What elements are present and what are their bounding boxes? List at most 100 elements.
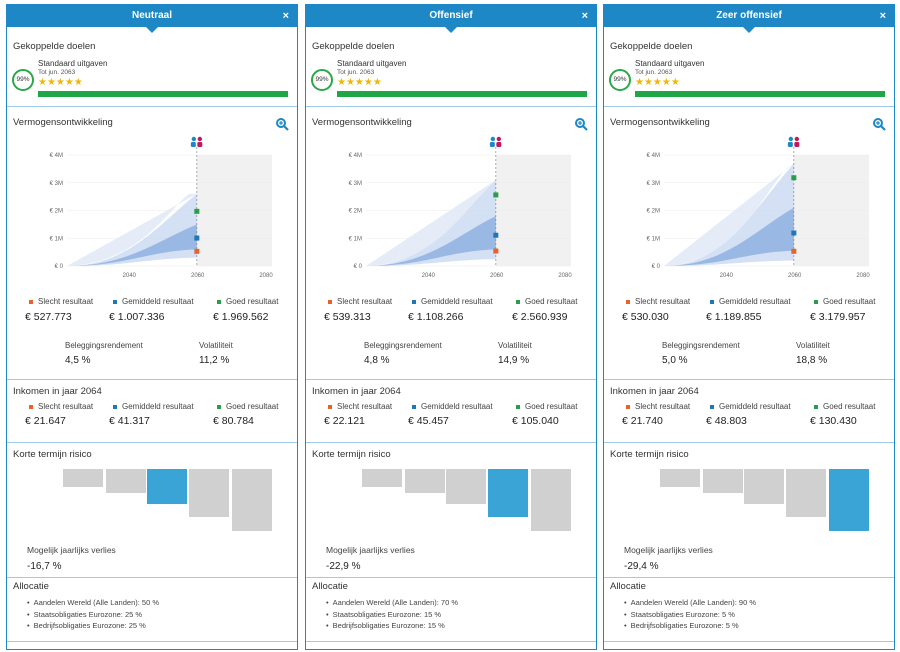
goal-date: Tot jun. 2063 (337, 69, 375, 76)
zoom-icon[interactable] (574, 117, 588, 131)
legend-avg: Gemiddeld resultaat (412, 297, 493, 306)
marker-bad (791, 248, 797, 254)
legend-dot (328, 404, 332, 409)
scenario-header[interactable]: Offensief × (306, 5, 596, 33)
risk-bar (660, 469, 700, 487)
goals-title: Gekoppelde doelen (13, 41, 96, 52)
people-icon (489, 136, 502, 147)
legend-dot (217, 299, 221, 304)
legend-label: Slecht resultaat (38, 402, 94, 411)
scenario-header[interactable]: Neutraal × (7, 5, 297, 33)
legend-good: Goed resultaat (217, 297, 278, 306)
header-pointer (146, 27, 158, 33)
risk-title: Korte termijn risico (610, 449, 689, 460)
scenario-title: Zeer offensief (716, 10, 782, 21)
y-tick-label: € 2M (647, 209, 660, 215)
legend-label: Goed resultaat (525, 297, 578, 306)
legend-dot (814, 404, 818, 409)
zoom-icon[interactable] (275, 117, 289, 131)
volatility-label: Volatiliteit (199, 341, 233, 350)
allocation-list: Aandelen Wereld (Alle Landen): 50 %Staat… (27, 597, 159, 632)
x-tick-label: 2060 (490, 273, 504, 279)
marker-good (791, 175, 797, 181)
income-value-good: € 130.430 (810, 415, 857, 427)
section-divider (604, 641, 894, 642)
allocation-item: Staatsobligaties Eurozone: 5 % (624, 609, 756, 621)
wealth-chart-svg: € 4M € 3M € 2M € 1M € 0 2040 2060 2080 (349, 136, 572, 279)
allocation-title: Allocatie (610, 581, 646, 592)
allocation-item: Bedrijfsobligaties Eurozone: 15 % (326, 620, 458, 632)
scenario-header[interactable]: Zeer offensief × (604, 5, 894, 33)
risk-bar (189, 469, 229, 517)
income-value-avg: € 41.317 (109, 415, 150, 427)
legend-dot (516, 404, 520, 409)
wealth-value-good: € 3.179.957 (810, 311, 866, 323)
section-divider (306, 641, 596, 642)
risk-title: Korte termijn risico (312, 449, 391, 460)
legend-label: Slecht resultaat (635, 402, 691, 411)
scenario-title: Offensief (429, 10, 473, 21)
return-value: 5,0 % (662, 355, 688, 366)
marker-avg (791, 230, 797, 236)
y-tick-label: € 2M (50, 209, 63, 215)
income-value-good: € 80.784 (213, 415, 254, 427)
income-legend-avg: Gemiddeld resultaat (710, 402, 791, 411)
legend-dot (710, 299, 714, 304)
marker-bad (194, 248, 200, 254)
loss-value: -29,4 % (624, 561, 659, 572)
close-icon[interactable]: × (581, 10, 588, 22)
marker-avg (194, 235, 200, 241)
wealth-values: € 539.313 € 1.108.266 € 2.560.939 (306, 311, 596, 325)
star-rating: ★★★★★ (337, 77, 382, 88)
legend-dot (113, 404, 117, 409)
wealth-legend: Slecht resultaat Gemiddeld resultaat Goed … (7, 297, 297, 309)
legend-label: Slecht resultaat (635, 297, 691, 306)
legend-label: Gemiddeld resultaat (122, 402, 194, 411)
income-title: Inkomen in jaar 2064 (610, 386, 699, 397)
goal-name[interactable]: Standaard uitgaven (635, 59, 705, 68)
risk-bar (786, 469, 826, 517)
volatility-value: 18,8 % (796, 355, 828, 366)
wealth-values: € 527.773 € 1.007.336 € 1.969.562 (7, 311, 297, 325)
y-tick-label: € 1M (647, 236, 660, 242)
goal-name[interactable]: Standaard uitgaven (38, 59, 108, 68)
section-divider (7, 379, 297, 380)
section-divider (306, 442, 596, 443)
close-icon[interactable]: × (282, 10, 289, 22)
income-title: Inkomen in jaar 2064 (13, 386, 102, 397)
legend-good: Goed resultaat (516, 297, 577, 306)
loss-label: Mogelijk jaarlijks verlies (27, 545, 116, 555)
goal-name[interactable]: Standaard uitgaven (337, 59, 407, 68)
goal-progress-bar (337, 91, 587, 97)
goal-progress-bar (38, 91, 288, 97)
wealth-values: € 530.030 € 1.189.855 € 3.179.957 (604, 311, 894, 325)
zoom-icon[interactable] (872, 117, 886, 131)
y-tick-label: € 2M (349, 209, 362, 215)
risk-bar (232, 469, 272, 531)
loss-label: Mogelijk jaarlijks verlies (624, 545, 713, 555)
header-pointer (445, 27, 457, 33)
risk-bar (531, 469, 571, 531)
legend-bad: Slecht resultaat (328, 297, 392, 306)
income-legend-bad: Slecht resultaat (328, 402, 392, 411)
legend-label: Goed resultaat (226, 297, 279, 306)
y-tick-label: € 0 (652, 264, 661, 270)
legend-dot (328, 299, 332, 304)
income-value-bad: € 21.740 (622, 415, 663, 427)
close-icon[interactable]: × (879, 10, 886, 22)
allocation-item: Bedrijfsobligaties Eurozone: 25 % (27, 620, 159, 632)
people-icon (190, 136, 203, 147)
income-value-avg: € 45.457 (408, 415, 449, 427)
section-divider (7, 442, 297, 443)
wealth-title: Vermogensontwikkeling (13, 117, 113, 128)
volatility-label: Volatiliteit (796, 341, 830, 350)
risk-bar (703, 469, 743, 493)
risk-bar (488, 469, 528, 517)
y-tick-label: € 1M (349, 236, 362, 242)
header-pointer (743, 27, 755, 33)
allocation-title: Allocatie (13, 581, 49, 592)
income-value-good: € 105.040 (512, 415, 559, 427)
star-rating: ★★★★★ (38, 77, 83, 88)
wealth-chart: € 4M € 3M € 2M € 1M € 0 2040 2060 2080 (306, 135, 596, 285)
wealth-value-bad: € 539.313 (324, 311, 371, 323)
